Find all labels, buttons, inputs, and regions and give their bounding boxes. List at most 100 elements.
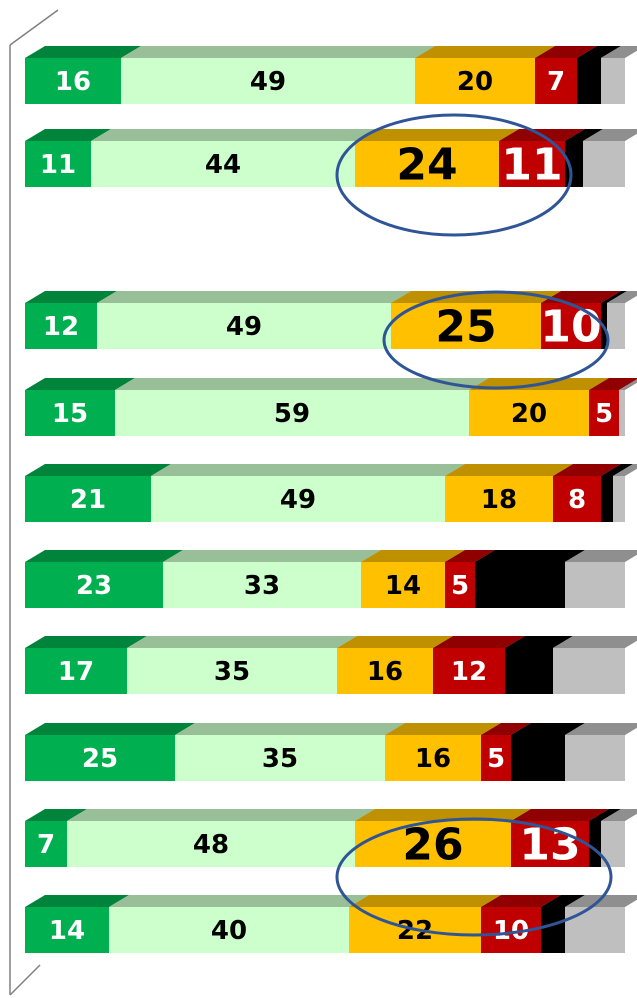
bar — [121, 58, 415, 104]
bar-top — [415, 46, 555, 58]
data-label: 11 — [501, 140, 562, 191]
bar — [511, 735, 565, 781]
bar-top — [565, 550, 637, 562]
bar — [25, 648, 127, 694]
bar-top — [553, 464, 621, 476]
bar — [25, 141, 91, 187]
bar-top — [361, 550, 465, 562]
bar — [127, 648, 337, 694]
bar — [163, 562, 361, 608]
bar-top — [613, 464, 637, 476]
bar-top — [25, 895, 129, 907]
bar-top — [445, 464, 573, 476]
bar-top — [511, 723, 585, 735]
bar — [25, 562, 163, 608]
bar — [355, 821, 511, 867]
bar — [499, 141, 565, 187]
data-label: 20 — [511, 399, 547, 429]
bar-top — [175, 723, 405, 735]
bar — [541, 907, 565, 953]
bar — [589, 390, 619, 436]
bar — [385, 735, 481, 781]
bar — [445, 562, 475, 608]
bar — [361, 562, 445, 608]
bar — [565, 735, 625, 781]
bar-top — [163, 550, 381, 562]
bar — [577, 58, 601, 104]
data-label: 35 — [214, 657, 250, 687]
bar — [535, 58, 577, 104]
bar-top — [619, 379, 637, 390]
bar-top — [445, 550, 495, 562]
bar — [25, 476, 151, 522]
bar-top — [505, 636, 573, 648]
bar — [151, 476, 445, 522]
bar — [337, 648, 433, 694]
bar-top — [541, 895, 585, 907]
bar-top — [583, 129, 637, 141]
bar — [601, 476, 613, 522]
bar — [469, 390, 589, 436]
bar — [355, 141, 499, 187]
bar — [475, 562, 565, 608]
data-label: 44 — [205, 150, 241, 180]
data-label: 25 — [82, 744, 118, 774]
data-label: 40 — [211, 916, 247, 946]
data-label: 25 — [435, 302, 496, 353]
bar — [565, 562, 625, 608]
bar — [25, 821, 67, 867]
data-label: 11 — [40, 150, 76, 180]
bar-top — [91, 129, 375, 141]
data-label: 12 — [451, 657, 487, 687]
bars: 16 49 20 7 11 44 24 11 12 49 25 10 15 59 20 5 21 49 18 8 23 3… — [25, 46, 637, 953]
data-label: 33 — [244, 571, 280, 601]
bar — [25, 907, 109, 953]
bar-top — [565, 895, 637, 907]
data-label: 16 — [415, 744, 451, 774]
data-label: 24 — [396, 140, 457, 191]
bar — [91, 141, 355, 187]
bar — [541, 303, 601, 349]
bar-top — [25, 464, 171, 476]
bar-top — [25, 129, 111, 141]
bar — [391, 303, 541, 349]
bar-top — [589, 378, 637, 390]
bar-top — [25, 723, 195, 735]
bar — [115, 390, 469, 436]
data-label: 26 — [402, 820, 463, 871]
data-label: 12 — [43, 312, 79, 342]
bar-top — [601, 46, 637, 58]
bar — [25, 303, 97, 349]
bar-top — [121, 46, 435, 58]
data-label: 23 — [76, 571, 112, 601]
bar — [481, 735, 511, 781]
bar-top — [511, 809, 609, 821]
highlights — [335, 113, 613, 937]
bar-top — [115, 378, 489, 390]
bar-top — [553, 636, 637, 648]
bar-top — [481, 895, 561, 907]
bar-top — [25, 46, 141, 58]
data-label: 7 — [547, 67, 565, 97]
data-label: 49 — [226, 312, 262, 342]
bar — [109, 907, 349, 953]
bar — [619, 390, 625, 436]
bar — [97, 303, 391, 349]
bar — [589, 821, 601, 867]
bar-top — [601, 464, 633, 476]
highlight-ellipse — [335, 113, 573, 237]
bar — [415, 58, 535, 104]
bar-top — [481, 723, 531, 735]
wall-bottom-edge — [9, 964, 41, 996]
bar — [601, 58, 625, 104]
bar-top — [601, 291, 627, 303]
bar-top — [67, 809, 375, 821]
bar-top — [97, 291, 411, 303]
bar — [553, 476, 601, 522]
bar-top — [355, 129, 519, 141]
bar-top — [601, 809, 637, 821]
data-label: 20 — [457, 67, 493, 97]
bar — [553, 648, 625, 694]
